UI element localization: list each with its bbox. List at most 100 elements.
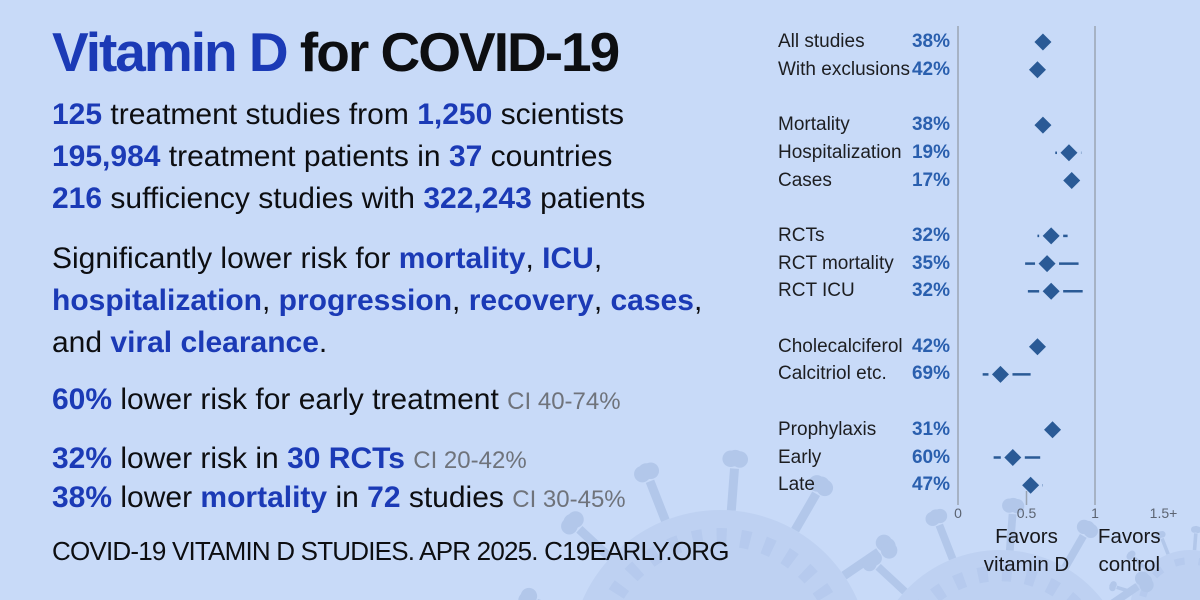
highlight-text: 72 <box>367 481 401 514</box>
improvement-percent: 31% <box>911 418 950 440</box>
forest-row: Hospitalization 19% <box>778 139 950 167</box>
outcome-label: Prophylaxis <box>778 418 877 440</box>
body-text: scientists <box>492 98 624 131</box>
body-text: and <box>52 326 111 359</box>
effect-diamond <box>1004 449 1022 466</box>
highlight-text: hospitalization <box>52 284 262 317</box>
highlight-text: 195,984 <box>52 140 161 173</box>
confidence-interval-text: CI 40-74% <box>507 388 621 415</box>
effect-diamond <box>1022 476 1040 494</box>
body-text: Significantly lower risk for <box>52 242 399 275</box>
forest-row: RCT mortality 35% <box>778 250 950 278</box>
outcome-label: Mortality <box>778 114 850 136</box>
effect-diamond <box>1063 172 1081 189</box>
outcome-label: RCT mortality <box>778 252 894 274</box>
outcome-label: Hospitalization <box>778 141 902 163</box>
effect-diamond <box>1042 227 1060 245</box>
highlight-text: 38% <box>52 481 113 514</box>
highlight-text: progression <box>278 284 453 317</box>
improvement-percent: 38% <box>911 31 950 52</box>
rct-summary: 32% lower risk in 30 RCTs CI 20-42% 38% … <box>52 440 626 518</box>
highlight-text: 37 <box>448 140 483 173</box>
title-for-covid: for COVID-19 <box>286 21 620 83</box>
improvement-percent: 32% <box>911 280 950 302</box>
highlight-text: mortality <box>398 242 526 275</box>
body-text: treatment studies from <box>102 98 418 131</box>
body-text: in <box>327 481 368 514</box>
early-treatment-line: 60% lower risk for early treatment CI 40… <box>52 380 621 422</box>
page-title: Vitamin D for COVID-19 <box>52 20 620 84</box>
effect-diamond <box>1038 255 1056 273</box>
body-text: sufficiency studies with <box>102 182 424 215</box>
outcome-label: All studies <box>778 31 865 52</box>
confidence-interval-text: CI 30-45% <box>512 486 626 513</box>
axis-tick-label: 1.5+ <box>1150 505 1178 521</box>
favors-label: Favors <box>1098 525 1161 548</box>
risk-line-1: Significantly lower risk for mortality, … <box>52 238 702 280</box>
body-text: treatment patients in <box>160 140 449 173</box>
effect-diamond <box>1034 116 1052 134</box>
axis-tick-label: 0 <box>954 505 962 521</box>
body-text: studies <box>400 481 513 514</box>
forest-row: With exclusions 42% <box>778 56 950 84</box>
forest-row: All studies 38% <box>778 28 950 56</box>
rct-line-1: 32% lower risk in 30 RCTs CI 20-42% <box>52 440 626 479</box>
improvement-percent: 35% <box>911 252 950 274</box>
favors-label: vitamin D <box>984 553 1069 576</box>
body-text: lower risk in <box>112 442 288 475</box>
highlight-text: 125 <box>52 98 103 131</box>
risk-summary: Significantly lower risk for mortality, … <box>52 238 702 364</box>
confidence-interval-text: CI 20-42% <box>413 447 527 474</box>
risk-line-2: hospitalization, progression, recovery, … <box>52 280 702 322</box>
forest-row: Late 47% <box>778 471 950 499</box>
body-text <box>405 442 413 475</box>
outcome-label: Early <box>778 446 822 468</box>
effect-diamond <box>1044 421 1062 439</box>
body-text: , <box>593 242 603 275</box>
body-text: lower risk for early treatment <box>112 383 508 416</box>
effect-diamond <box>1060 144 1078 162</box>
body-text: , <box>525 242 543 275</box>
forest-row: Calcitriol etc. 69% <box>778 360 950 388</box>
highlight-text: viral clearance <box>110 326 319 359</box>
outcome-label: Cholecalciferol <box>778 335 903 357</box>
risk-line-3: and viral clearance. <box>52 322 702 364</box>
improvement-percent: 17% <box>911 169 950 191</box>
outcome-label: Late <box>778 474 815 496</box>
outcome-label: Cases <box>778 169 832 191</box>
favors-label: control <box>1098 553 1160 576</box>
rct-line-2: 38% lower mortality in 72 studies CI 30-… <box>52 479 626 518</box>
effect-diamond <box>1042 282 1060 300</box>
improvement-percent: 47% <box>911 474 950 496</box>
study-stats: 125 treatment studies from 1,250 scienti… <box>52 94 645 220</box>
outcome-label: With exclusions <box>778 58 910 80</box>
body-text: lower <box>112 481 201 514</box>
body-text: countries <box>482 140 613 173</box>
outcome-label: RCTs <box>778 224 825 246</box>
body-text: , <box>693 284 703 317</box>
forest-row: Cholecalciferol 42% <box>778 333 950 361</box>
effect-diamond <box>991 365 1009 383</box>
outcome-label: Calcitriol etc. <box>778 363 887 385</box>
axis-tick-label: 0.5 <box>1017 505 1037 521</box>
body-text: patients <box>531 182 646 215</box>
body-text: , <box>452 284 469 317</box>
highlight-text: 30 RCTs <box>287 442 405 475</box>
improvement-percent: 42% <box>911 335 950 357</box>
forest-row: Prophylaxis 31% <box>778 416 950 444</box>
forest-plot: 0 0.5 1 1.5+ Favors vitamin D Favors control Al… <box>770 0 1200 600</box>
improvement-percent: 42% <box>911 58 950 80</box>
stats-line-3: 216 sufficiency studies with 322,243 pat… <box>52 178 645 220</box>
effect-diamond <box>1028 338 1046 356</box>
forest-row: Early 60% <box>778 444 950 472</box>
forest-plot-canvas: 0 0.5 1 1.5+ Favors vitamin D Favors control <box>954 26 1178 576</box>
title-vitamin-d: Vitamin D <box>52 21 289 83</box>
improvement-percent: 19% <box>911 141 950 163</box>
stats-line-1: 125 treatment studies from 1,250 scienti… <box>52 94 645 136</box>
highlight-text: ICU <box>542 242 594 275</box>
highlight-text: 60% <box>52 383 113 416</box>
stats-line-2: 195,984 treatment patients in 37 countri… <box>52 136 645 178</box>
highlight-text: recovery <box>468 284 594 317</box>
axis-tick-label: 1 <box>1091 505 1099 521</box>
effect-diamond <box>1034 33 1052 51</box>
